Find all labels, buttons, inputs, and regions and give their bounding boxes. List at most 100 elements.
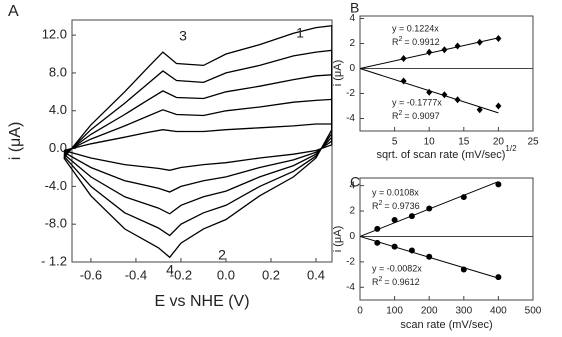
panel-label: C xyxy=(350,174,360,190)
x-tick-label: 0.4 xyxy=(307,267,325,282)
point xyxy=(426,88,433,96)
y-tick-label: -4 xyxy=(346,282,355,293)
point xyxy=(374,225,381,232)
r-sup: 2 xyxy=(379,200,383,207)
point xyxy=(426,48,433,56)
x-tick-label: 10 xyxy=(424,137,436,148)
fit-r-squared: R2 = 0.9736 xyxy=(372,200,420,212)
point xyxy=(441,46,448,54)
r-symbol: R xyxy=(392,111,399,121)
y-tick-label: 0.0 xyxy=(49,140,67,155)
y-tick-label: 8.0 xyxy=(49,64,67,79)
y-tick-label: -2 xyxy=(346,257,355,268)
point xyxy=(476,38,483,46)
y-axis-label: i (μA) xyxy=(332,226,344,253)
point xyxy=(408,247,415,254)
fit-equation: y = 0.0108x xyxy=(372,187,419,197)
x-axis-label-text: E vs NHE (V) xyxy=(154,293,249,310)
y-tick-label: - 1.2 xyxy=(41,253,67,268)
point xyxy=(374,239,381,246)
y-tick-label: 12.0 xyxy=(42,27,67,42)
r-value: = 0.9736 xyxy=(384,201,419,211)
cv-curve xyxy=(63,49,333,237)
x-tick-label: 0 xyxy=(357,306,363,317)
r-value: = 0.9912 xyxy=(404,37,439,47)
fit-r-squared: R2 = 0.9097 xyxy=(392,110,440,122)
x-axis-label-sup: 1/2 xyxy=(505,144,517,153)
y-tick-label: 4 xyxy=(349,13,355,24)
cv-curve xyxy=(63,74,333,215)
x-tick-label: 0.2 xyxy=(262,267,280,282)
y-tick-label: -4 xyxy=(346,113,355,124)
x-axis-label-text: scan rate (mV/sec) xyxy=(400,319,492,331)
point xyxy=(441,91,448,99)
panel-label: B xyxy=(350,0,359,16)
point xyxy=(426,205,433,212)
x-tick-label: 0.0 xyxy=(217,267,235,282)
point xyxy=(400,55,407,62)
fit-r-squared: R2 = 0.9912 xyxy=(392,36,440,48)
point xyxy=(495,181,502,188)
point xyxy=(495,102,502,110)
peak-label: 1 xyxy=(296,25,304,41)
fit-equation: y = -0.1777x xyxy=(392,97,442,107)
point xyxy=(408,213,415,220)
r-symbol: R xyxy=(372,201,379,211)
y-tick-label: -4.0 xyxy=(45,178,67,193)
y-tick-label: 4.0 xyxy=(49,102,67,117)
x-tick-label: -0.4 xyxy=(125,267,147,282)
point xyxy=(391,216,398,223)
r-sup: 2 xyxy=(399,36,403,43)
panel-label: A xyxy=(8,3,19,20)
r-value: = 0.9097 xyxy=(404,111,439,121)
plot-frame xyxy=(359,177,534,301)
point xyxy=(495,274,502,281)
point xyxy=(460,194,467,201)
y-tick-label: 2 xyxy=(349,38,355,49)
x-tick-label: -0.2 xyxy=(170,267,192,282)
y-axis-label: i (μA) xyxy=(332,60,344,87)
y-tick-label: 4 xyxy=(349,180,355,191)
y-tick-label: 2 xyxy=(349,206,355,217)
fit-r-squared: R2 = 0.9612 xyxy=(372,276,420,288)
r-symbol: R xyxy=(372,277,379,287)
x-tick-label: 500 xyxy=(525,306,542,317)
point xyxy=(454,42,461,50)
y-tick-label: 0 xyxy=(349,63,355,74)
x-tick-label: -0.6 xyxy=(80,267,102,282)
x-axis-label: E vs NHE (V) xyxy=(154,293,249,310)
point xyxy=(476,106,483,114)
r-symbol: R xyxy=(392,37,399,47)
point xyxy=(426,253,433,260)
x-tick-label: 400 xyxy=(490,306,507,317)
fit-equation: y = 0.1224x xyxy=(392,23,439,33)
cv-curve xyxy=(63,98,333,193)
r-sup: 2 xyxy=(399,110,403,117)
x-tick-label: 15 xyxy=(458,137,470,148)
y-axis-label: i (μA) xyxy=(7,122,24,161)
x-tick-label: 25 xyxy=(527,137,539,148)
peak-label: 2 xyxy=(218,247,226,263)
r-sup: 2 xyxy=(379,276,383,283)
x-axis-label: scan rate (mV/sec) xyxy=(400,319,492,331)
point xyxy=(454,96,461,104)
x-tick-label: 5 xyxy=(392,137,398,148)
y-tick-label: 0 xyxy=(349,231,355,242)
point xyxy=(460,266,467,273)
x-axis-label-text: sqrt. of scan rate (mV/sec) xyxy=(376,149,505,161)
x-tick-label: 200 xyxy=(421,306,438,317)
cv-curve xyxy=(63,123,333,171)
fit-equation: y = -0.0082x xyxy=(372,263,422,273)
x-tick-label: 100 xyxy=(386,306,403,317)
point xyxy=(495,35,502,42)
x-axis-label: sqrt. of scan rate (mV/sec)1/2 xyxy=(376,144,517,161)
x-tick-label: 300 xyxy=(455,306,472,317)
peak-label: 4 xyxy=(166,262,174,278)
peak-label: 3 xyxy=(179,28,187,44)
point xyxy=(391,243,398,250)
point xyxy=(400,77,407,85)
x-tick-label: 20 xyxy=(493,137,505,148)
y-tick-label: -2 xyxy=(346,88,355,99)
r-value: = 0.9612 xyxy=(384,277,419,287)
